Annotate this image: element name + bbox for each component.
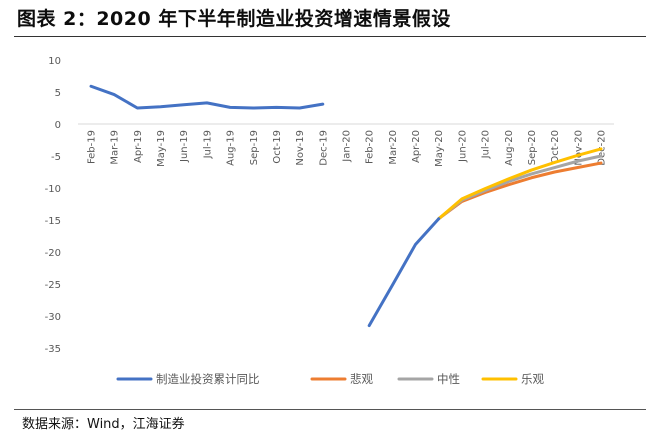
x-tick-label: Sep-20: [527, 130, 538, 165]
x-tick-label: Mar-20: [388, 130, 399, 165]
x-tick-label: Sep-19: [249, 130, 260, 165]
y-tick-label: 5: [55, 88, 61, 99]
x-tick-label: May-19: [156, 130, 167, 167]
x-tick-label: Jul-20: [481, 130, 492, 159]
source-divider: [14, 409, 646, 410]
x-axis-labels: Feb-19 Mar-19 Apr-19 May-19 Jun-19 Jul-19 Aug-…: [87, 130, 608, 167]
chart-legend: 制造业投资累计同比 悲观 中性 乐观: [116, 372, 544, 386]
y-tick-label: -35: [45, 344, 61, 355]
y-tick-label: -5: [51, 152, 61, 163]
x-tick-label: Aug-19: [226, 130, 237, 166]
source-note: 数据来源：Wind，江海证券: [22, 417, 185, 432]
line-chart: 10 5 0 -5 -10 -15 -20 -25 -30 -35 Feb-19 Mar-19 Apr…: [45, 56, 614, 386]
x-tick-label: Feb-20: [365, 130, 376, 164]
x-tick-label: Apr-19: [133, 130, 144, 163]
x-tick-label: May-20: [434, 130, 445, 167]
x-tick-label: Nov-19: [295, 130, 306, 166]
y-tick-label: -10: [45, 184, 61, 195]
series-lines: [89, 84, 603, 328]
series-line-3: [437, 147, 603, 221]
x-tick-label: Mar-19: [110, 130, 121, 165]
x-tick-label: Jul-19: [202, 130, 213, 159]
y-tick-label: -30: [45, 312, 61, 323]
legend-label: 中性: [437, 372, 460, 386]
y-tick-label: -15: [45, 216, 61, 227]
title-divider: [14, 36, 646, 37]
x-tick-label: Dec-19: [318, 130, 329, 166]
y-axis-labels: 10 5 0 -5 -10 -15 -20 -25 -30 -35: [45, 56, 61, 355]
series-line-0: [89, 84, 441, 328]
y-tick-label: -25: [45, 280, 61, 291]
x-tick-label: Aug-20: [504, 130, 515, 166]
legend-label: 乐观: [521, 372, 544, 386]
x-tick-label: Jan-20: [342, 130, 353, 163]
x-tick-label: Apr-20: [411, 130, 422, 163]
y-tick-label: 0: [55, 120, 61, 131]
y-tick-label: 10: [48, 56, 61, 67]
chart-title: 图表 2：2020 年下半年制造业投资增速情景假设: [17, 8, 451, 30]
series-line-1: [437, 161, 603, 221]
x-tick-label: Jun-20: [457, 130, 468, 163]
x-tick-label: Feb-19: [87, 130, 98, 164]
x-tick-label: Jun-19: [179, 130, 190, 163]
x-tick-label: Oct-20: [550, 130, 561, 164]
legend-label: 制造业投资累计同比: [156, 372, 260, 386]
x-tick-label: Nov-20: [573, 130, 584, 166]
legend-label: 悲观: [350, 372, 373, 386]
x-tick-label: Oct-19: [272, 130, 283, 164]
y-tick-label: -20: [45, 248, 61, 259]
